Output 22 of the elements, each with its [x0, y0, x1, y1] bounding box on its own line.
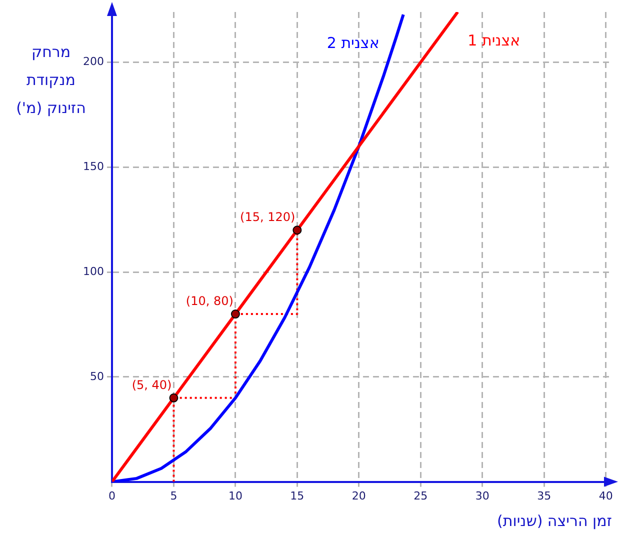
x-tick-label: 30: [475, 489, 490, 502]
point: [292, 226, 302, 235]
annotation: (15, 120): [240, 210, 296, 224]
x-tick-label: 20: [352, 489, 366, 502]
x-tick-label: 5: [170, 489, 178, 502]
point: [230, 310, 240, 319]
y-tick-label: 100: [82, 264, 104, 278]
y-tick-label: 50: [90, 370, 104, 383]
x-axis-title: זמן הריצה (שניות): [497, 512, 612, 530]
x-tick-label: 10: [228, 489, 242, 502]
annotation: (5, 40): [132, 378, 172, 392]
series-label: אצנית 1: [468, 31, 520, 50]
point: [169, 393, 178, 402]
x-tick-label: 35: [537, 489, 552, 502]
x-tick-label: 25: [414, 489, 428, 502]
x-tick-label: 15: [290, 489, 304, 502]
y-tick-label: 150: [82, 160, 104, 174]
series-label: אצנית 2: [326, 34, 380, 52]
x-tick-label: 0: [108, 489, 116, 502]
annotation: (10, 80): [186, 294, 234, 308]
x-tick-label: 40: [598, 489, 613, 502]
y-tick-label: 200: [82, 55, 104, 68]
